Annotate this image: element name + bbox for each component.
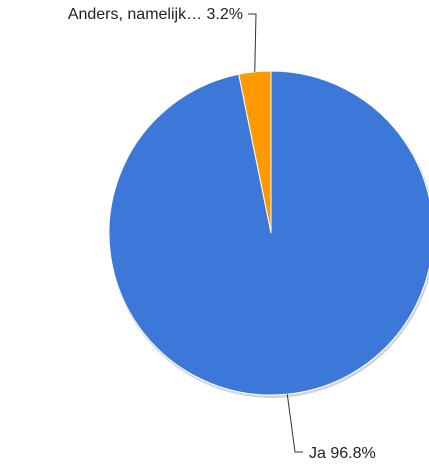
pie-slice-ja[interactable] xyxy=(108,70,429,396)
slice-label-anders: Anders, namelijk… 3.2% xyxy=(68,6,243,23)
leader-line-ja xyxy=(286,394,303,453)
leader-line-anders xyxy=(248,13,257,72)
slice-label-ja: Ja 96.8% xyxy=(309,445,376,462)
pie-slices xyxy=(108,70,429,398)
